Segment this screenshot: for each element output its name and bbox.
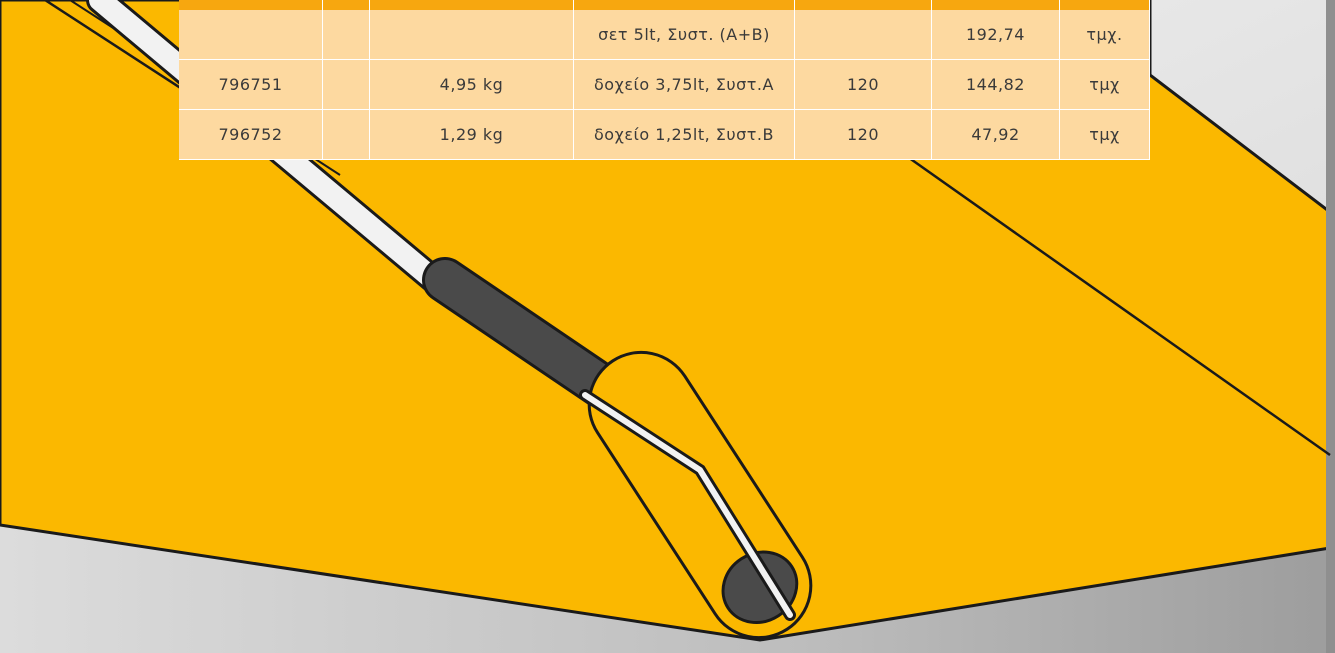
table-cell: 120 [795,110,932,160]
table-header [179,0,1150,10]
table-cell [370,10,574,60]
table-cell: δοχείο 1,25lt, Συστ.B [574,110,795,160]
table-cell: δοχείο 3,75lt, Συστ.A [574,60,795,110]
header-cell [179,0,323,10]
table-cell: σετ 5lt, Συστ. (A+B) [574,10,795,60]
table-cell [795,10,932,60]
table-cell: 192,74 [932,10,1060,60]
page: σετ 5lt, Συστ. (A+B) 192,74τμχ. 796751 4,95… [0,0,1335,653]
header-cell [574,0,795,10]
header-cell [1060,0,1150,10]
header-cell [370,0,574,10]
table-cell: 1,29 kg [370,110,574,160]
header-cell [932,0,1060,10]
table-cell: 4,95 kg [370,60,574,110]
table-cell [323,110,370,160]
header-cell [323,0,370,10]
table-cell [323,60,370,110]
table-cell: 796751 [179,60,323,110]
table-cell: τμχ. [1060,10,1150,60]
wall-edge [1326,0,1335,653]
table-cell: 144,82 [932,60,1060,110]
table-cell [179,10,323,60]
header-cell [795,0,932,10]
table-cell: τμχ [1060,60,1150,110]
table-cell: 796752 [179,110,323,160]
table-cell: τμχ [1060,110,1150,160]
table-cell: 47,92 [932,110,1060,160]
table-cell [323,10,370,60]
table-cell: 120 [795,60,932,110]
